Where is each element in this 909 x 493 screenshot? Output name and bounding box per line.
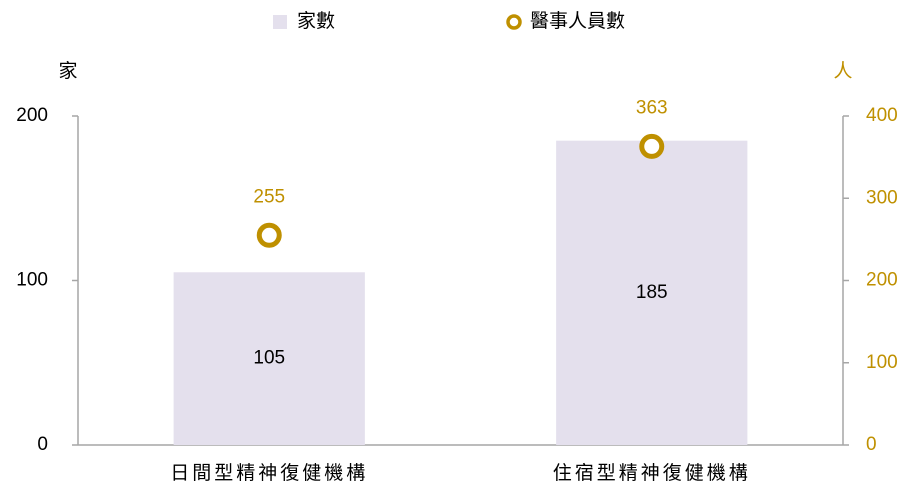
point (639, 133, 665, 159)
bar (556, 140, 748, 446)
y-tick-label: 0 (37, 434, 48, 455)
point (256, 222, 282, 248)
y-axis-title: 家 (58, 60, 77, 82)
point-value-label: 255 (253, 186, 285, 207)
y2-tick-label: 300 (866, 187, 898, 208)
legend-swatch (273, 15, 287, 29)
bar (173, 272, 365, 445)
x-tick-label: 日間型精神復健機構 (170, 462, 368, 484)
bar-value-label: 185 (636, 282, 668, 303)
y2-tick-label: 400 (866, 105, 898, 126)
y2-axis-title: 人 (833, 60, 852, 82)
legend-swatch (506, 14, 522, 30)
bar-value-label: 105 (253, 348, 285, 369)
y-tick-label: 100 (16, 270, 48, 291)
legend-label: 醫事人員數 (530, 10, 625, 32)
y-tick-label: 200 (16, 105, 48, 126)
y2-tick-label: 200 (866, 270, 898, 291)
y2-tick-label: 0 (866, 434, 877, 455)
y2-tick-label: 100 (866, 352, 898, 373)
point-value-label: 363 (636, 97, 668, 118)
legend-label: 家數 (297, 10, 335, 32)
x-tick-label: 住宿型精神復健機構 (553, 462, 751, 484)
